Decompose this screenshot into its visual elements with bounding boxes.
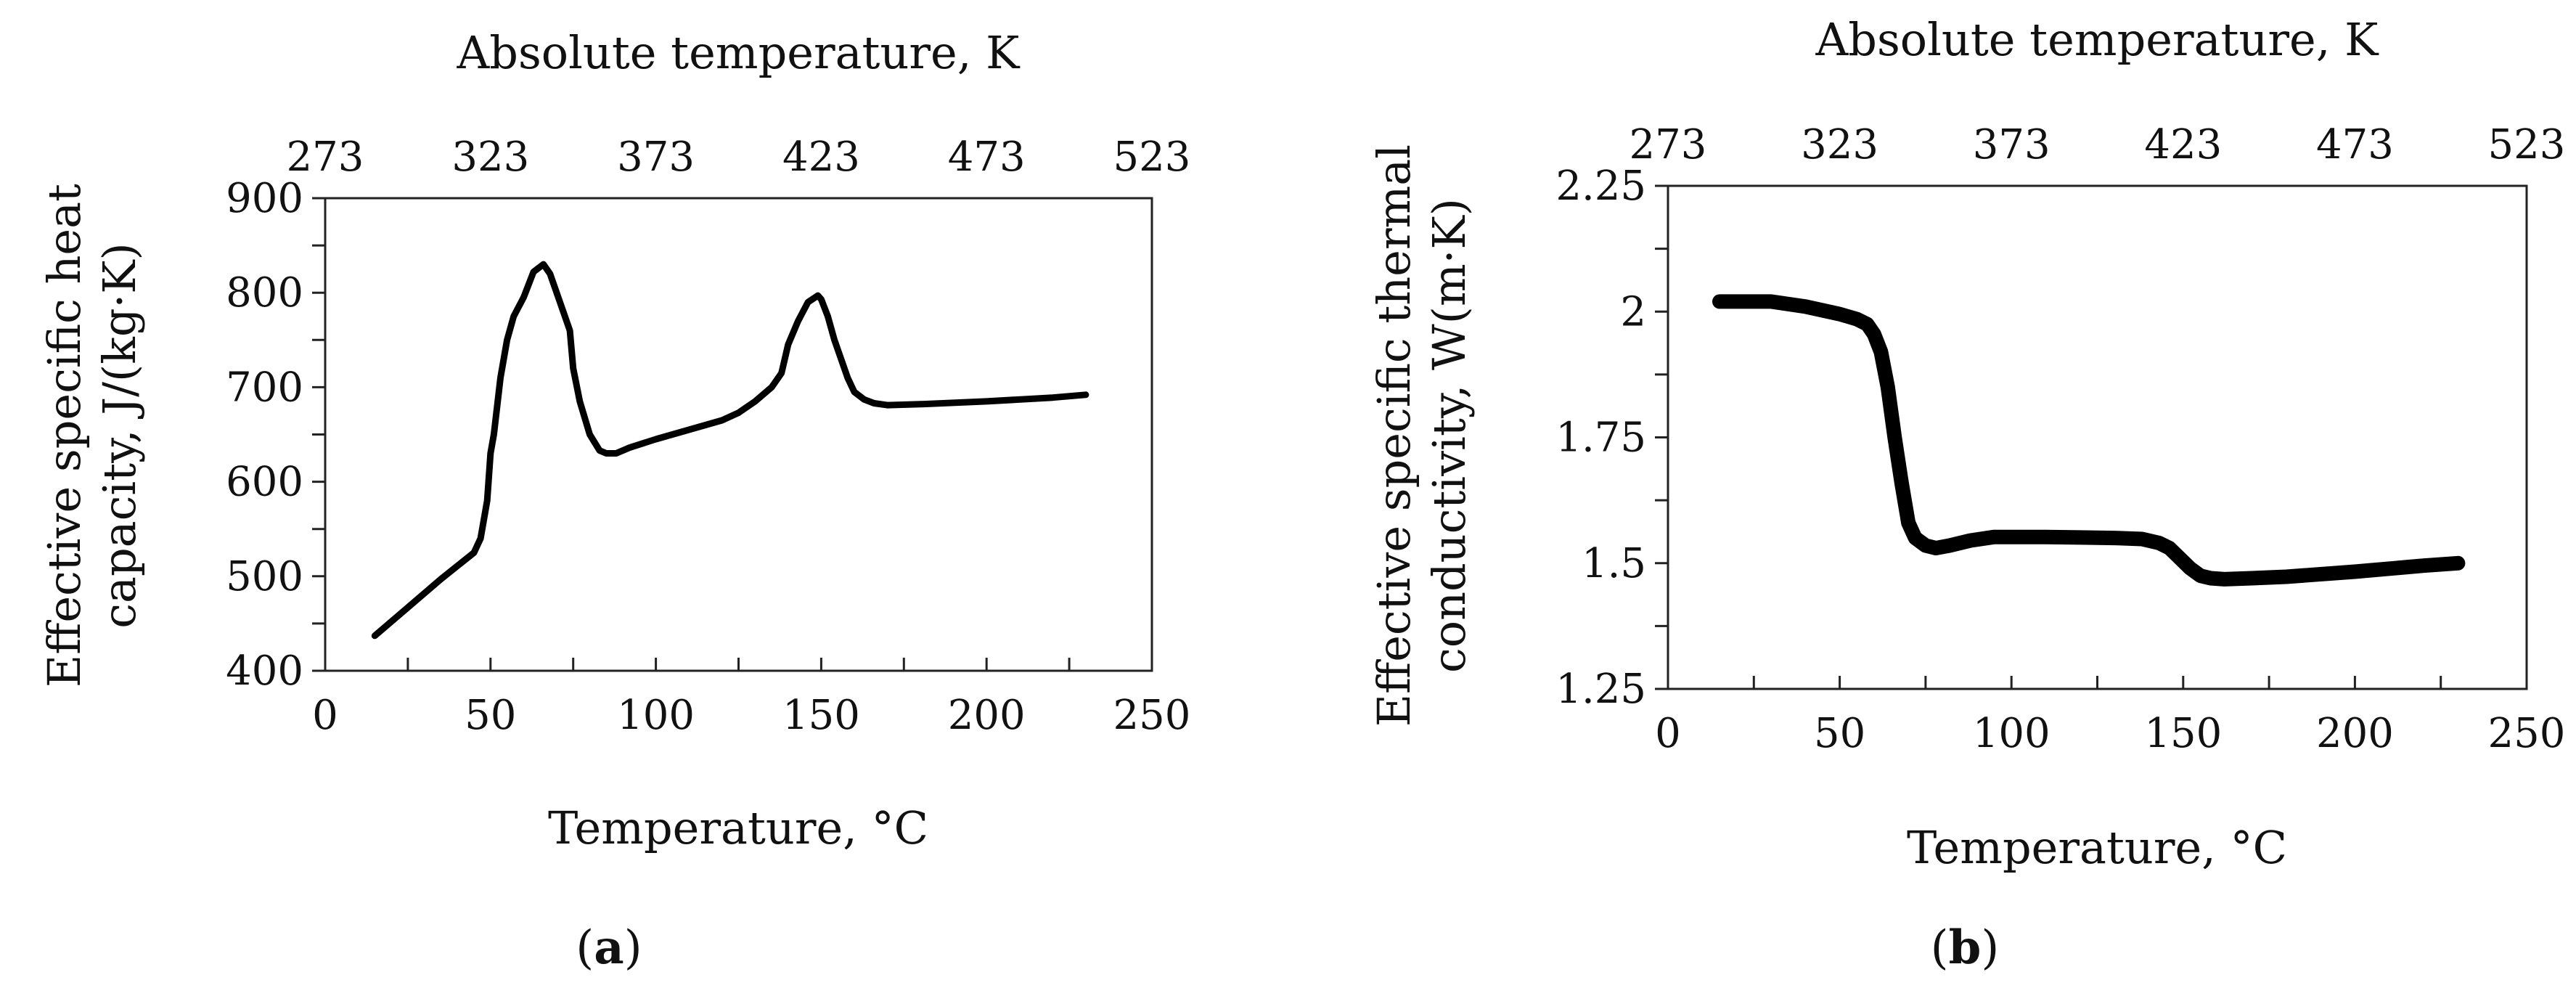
y-tick-label: 600 <box>226 459 303 506</box>
top-tick-label: 423 <box>2144 121 2222 168</box>
x-tick-label: 0 <box>312 692 338 739</box>
top-axis-ticks-a: 273 323 373 423 473 523 <box>287 134 1191 181</box>
y-axis-ticks-b: 1.25 1.5 1.75 2 2.25 <box>1555 163 1668 713</box>
x-tick-label: 250 <box>2488 710 2566 757</box>
x-tick-label: 200 <box>2316 710 2394 757</box>
y-tick-label: 1.75 <box>1555 415 1646 462</box>
y-tick-label: 500 <box>226 553 303 600</box>
y-tick-label: 1.25 <box>1555 666 1646 713</box>
y-tick-label: 900 <box>226 175 303 222</box>
top-tick-label: 423 <box>782 134 860 181</box>
top-tick-label: 523 <box>2488 121 2566 168</box>
top-tick-label: 273 <box>287 134 364 181</box>
y-tick-label: 1.5 <box>1582 540 1646 587</box>
y-tick-label: 400 <box>226 648 303 695</box>
y-tick-label: 2.25 <box>1555 163 1646 210</box>
y-axis-title-a-line1: Effective specific heat <box>38 184 91 687</box>
x-tick-label: 200 <box>948 692 1026 739</box>
top-axis-title-a: Absolute temperature, K <box>457 26 1021 79</box>
y-axis-title-b-line1: Effective specific thermal <box>1367 144 1420 727</box>
x-tick-label: 100 <box>1973 710 2050 757</box>
y-axis-ticks-a: 400 500 600 700 800 900 <box>226 175 325 695</box>
panel-label-a: (a) <box>576 920 642 975</box>
chart-panel-a: 0 50 100 150 200 250 273 323 373 423 473 523 400 50… <box>38 26 1190 975</box>
plot-frame-a <box>324 197 1153 672</box>
series-line-b <box>1712 294 2466 587</box>
y-tick-label: 2 <box>1620 288 1646 335</box>
top-axis-title-b: Absolute temperature, K <box>1815 13 2380 66</box>
top-tick-label: 523 <box>1113 134 1191 181</box>
y-tick-label: 800 <box>226 269 303 317</box>
top-tick-label: 273 <box>1630 121 1707 168</box>
series-line-a <box>371 261 1089 640</box>
x-tick-label: 250 <box>1113 692 1191 739</box>
top-tick-label: 473 <box>2316 121 2394 168</box>
y-axis-title-b-line2: conductivity, W(m·K) <box>1423 198 1476 673</box>
x-tick-label: 0 <box>1655 710 1681 757</box>
top-axis-ticks-b: 273 323 373 423 473 523 <box>1630 121 2566 168</box>
x-tick-label: 150 <box>782 692 860 739</box>
x-tick-label: 50 <box>465 692 516 739</box>
top-tick-label: 473 <box>948 134 1026 181</box>
top-tick-label: 323 <box>1801 121 1878 168</box>
chart-panel-b: 0 50 100 150 200 250 273 323 373 423 473 523 1.251… <box>1367 13 2565 975</box>
y-tick-label: 700 <box>226 364 303 411</box>
x-axis-ticks-b: 0 50 100 150 200 250 <box>1655 676 2565 757</box>
top-tick-label: 373 <box>617 134 695 181</box>
panel-letter-a: a <box>594 920 623 975</box>
panel-label-b: (b) <box>1931 920 2000 975</box>
x-axis-title-b: Temperature, °C <box>1907 821 2287 874</box>
x-axis-title-a: Temperature, °C <box>548 801 928 854</box>
panel-letter-b: b <box>1949 920 1982 975</box>
x-tick-label: 150 <box>2144 710 2222 757</box>
x-tick-label: 50 <box>1814 710 1865 757</box>
y-axis-title-a-line2: capacity, J/(kg·K) <box>93 242 146 628</box>
top-tick-label: 323 <box>451 134 529 181</box>
x-axis-ticks-a: 0 50 100 150 200 250 <box>312 658 1190 739</box>
plot-frame-b <box>1667 184 2528 690</box>
top-tick-label: 373 <box>1973 121 2050 168</box>
x-tick-label: 100 <box>617 692 695 739</box>
